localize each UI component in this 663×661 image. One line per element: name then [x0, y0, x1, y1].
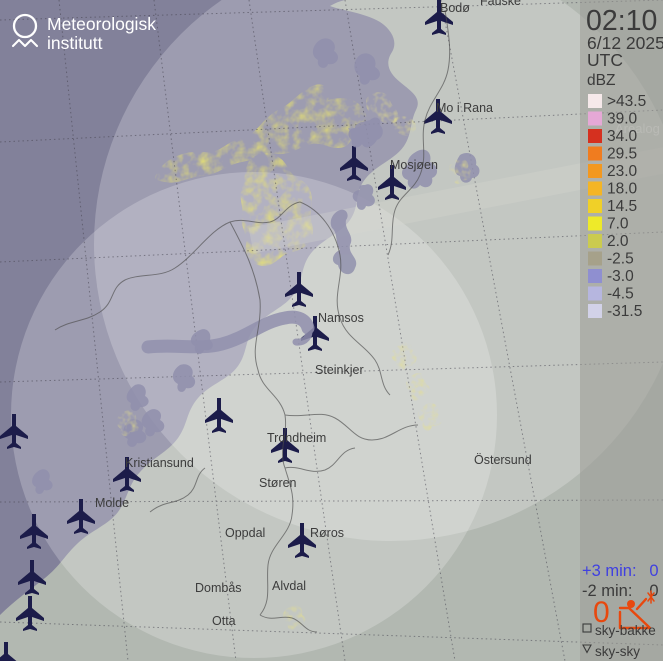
- svg-text:Trondheim: Trondheim: [267, 431, 326, 445]
- svg-text:institutt: institutt: [47, 33, 103, 53]
- svg-text:2.0: 2.0: [607, 233, 629, 250]
- svg-text:39.0: 39.0: [607, 111, 638, 128]
- svg-text:Røros: Røros: [310, 526, 344, 540]
- svg-text:sky-bakke: sky-bakke: [595, 623, 656, 638]
- svg-text:Alvdal: Alvdal: [272, 579, 306, 593]
- svg-text:dBZ: dBZ: [587, 72, 615, 89]
- svg-text:Fauske: Fauske: [480, 0, 521, 8]
- svg-text:-31.5: -31.5: [607, 303, 642, 320]
- svg-text:14.5: 14.5: [607, 198, 637, 215]
- svg-text:Mo i Rana: Mo i Rana: [436, 101, 493, 115]
- svg-text:-4.5: -4.5: [607, 286, 634, 303]
- svg-text:Namsos: Namsos: [318, 311, 364, 325]
- svg-text:7.0: 7.0: [607, 216, 629, 233]
- svg-text:Meteorologisk: Meteorologisk: [47, 14, 156, 34]
- svg-text:18.0: 18.0: [607, 181, 638, 198]
- svg-text:+3 min:: +3 min:: [582, 562, 637, 580]
- svg-text:Östersund: Östersund: [474, 453, 532, 467]
- svg-text:34.0: 34.0: [607, 128, 638, 145]
- svg-text:sky-sky: sky-sky: [595, 644, 640, 659]
- svg-text:Bodø: Bodø: [440, 1, 470, 15]
- svg-text:>43.5: >43.5: [607, 93, 646, 110]
- svg-text:Oppdal: Oppdal: [225, 526, 265, 540]
- svg-text:23.0: 23.0: [607, 163, 638, 180]
- svg-text:Kristiansund: Kristiansund: [125, 456, 194, 470]
- svg-text:Dombås: Dombås: [195, 581, 242, 595]
- svg-text:Molde: Molde: [95, 496, 129, 510]
- svg-text:Mosjøen: Mosjøen: [390, 158, 438, 172]
- svg-text:29.5: 29.5: [607, 146, 637, 163]
- svg-text:Støren: Støren: [259, 476, 297, 490]
- svg-text:0: 0: [649, 562, 658, 580]
- svg-text:-2.5: -2.5: [607, 251, 634, 268]
- svg-text:-3.0: -3.0: [607, 268, 634, 285]
- svg-text:Otta: Otta: [212, 614, 236, 628]
- svg-text:UTC: UTC: [587, 50, 623, 70]
- svg-text:Steinkjer: Steinkjer: [315, 363, 364, 377]
